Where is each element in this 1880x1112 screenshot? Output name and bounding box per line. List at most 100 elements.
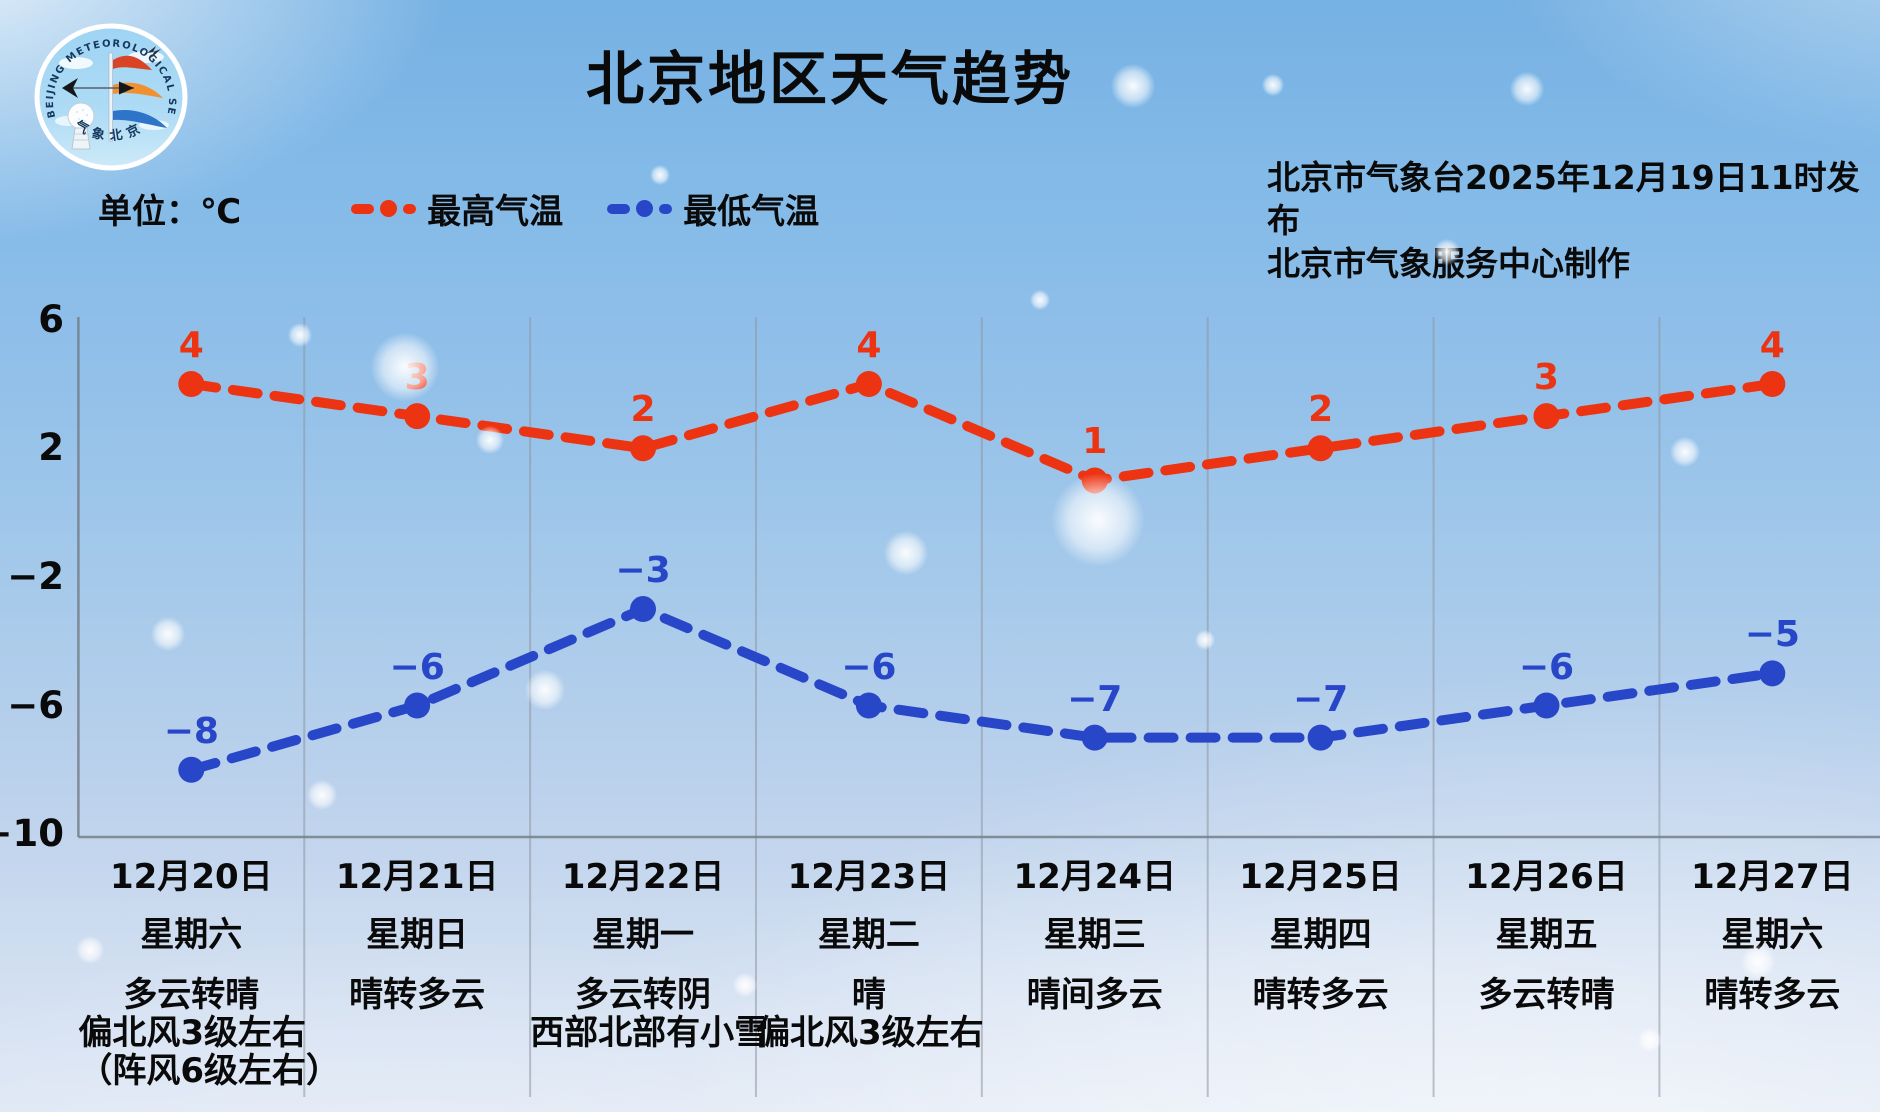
forecast-weather: 晴转多云 — [1659, 976, 1880, 1014]
forecast-date: 12月26日 — [1465, 857, 1628, 897]
point-value-label: 1 — [1082, 421, 1108, 463]
forecast-date: 12月23日 — [787, 857, 951, 897]
point-value-label: 4 — [856, 325, 882, 366]
y-axis-tick-label: −2 — [7, 554, 64, 598]
forecast-date: 12月25日 — [1239, 857, 1402, 897]
forecast-weather-line: 晴间多云 — [1026, 975, 1163, 1015]
beijing-meteorological-service-logo: BEIJING METEOROLOGICAL SERVICE 气象北京 — [34, 23, 188, 171]
min-temp-point — [1533, 692, 1560, 719]
forecast-date: 12月21日 — [335, 857, 499, 897]
forecast-weather-line: 偏北风3级左右 — [755, 1013, 984, 1053]
page-title: 北京地区天气趋势 — [585, 45, 1074, 113]
forecast-weather: 多云转晴 偏北风3级左右 （阵风6级左右） — [78, 975, 341, 1091]
flag-pole — [108, 52, 113, 142]
forecast-column: 12月27日 星期六晴转多云 — [1659, 0, 1880, 1112]
forecast-weather-line: （阵风6级左右） — [78, 1051, 341, 1091]
max-temp-point — [855, 371, 882, 397]
max-temp-line — [186, 379, 1778, 486]
point-value-label: −6 — [1518, 646, 1575, 688]
forecast-column: 12月22日 星期一多云转阴 西部北部有小雪 — [530, 0, 769, 1112]
forecast-weather: 多云转阴 西部北部有小雪 — [530, 975, 769, 1053]
point-value-label: 3 — [1533, 357, 1559, 399]
forecast-date: 12月27日 — [1691, 857, 1854, 897]
point-value-label: −3 — [615, 550, 671, 592]
legend: 单位：℃ 最高气温 最低气温 — [98, 184, 863, 233]
forecast-column: 12月24日 星期三晴间多云 — [982, 0, 1208, 1112]
issue-line: 北京市气象台2025年12月19日11时发布 — [1267, 158, 1860, 240]
point-value-label: 2 — [1308, 389, 1334, 431]
forecast-weather-line: 晴 — [851, 975, 886, 1015]
min-temp-line — [186, 604, 1778, 775]
y-axis-tick-label: −10 — [0, 812, 64, 856]
min-temp-point — [404, 692, 431, 719]
legend-item-max-temp: 最高气温 — [351, 184, 563, 233]
forecast-weekday: 星期四 — [1269, 915, 1372, 955]
max-temp-label: 最高气温 — [427, 192, 564, 232]
blue-ribbon — [113, 109, 167, 128]
y-axis-tick-label: 6 — [38, 297, 64, 341]
forecast-weekday: 星期日 — [366, 915, 469, 955]
point-value-label: −7 — [1067, 678, 1123, 720]
min-temp-point — [855, 692, 882, 719]
forecast-column: 12月26日 星期五多云转晴 — [1434, 0, 1660, 1112]
forecast-weather-line: 多云转阴 — [575, 975, 712, 1015]
forecast-date: 12月24日 — [1013, 857, 1177, 897]
forecast-column: 12月21日 星期日晴转多云 — [304, 0, 530, 1112]
forecast-column: 12月23日 星期二晴偏北风3级左右 — [755, 0, 984, 1112]
red-ribbon — [113, 55, 152, 70]
forecast-weekday: 星期三 — [1043, 915, 1146, 955]
point-value-label: −5 — [1744, 614, 1800, 656]
forecast-weather-line: 多云转晴 — [123, 975, 260, 1015]
forecast-column: 12月25日 星期四晴转多云 — [1208, 0, 1434, 1112]
lightning-icon — [147, 46, 161, 58]
y-axis-tick-label: −6 — [7, 683, 64, 727]
y-axis-tick-label: 2 — [38, 426, 64, 470]
max-temp-line-sample — [351, 200, 417, 217]
forecast-weather: 晴转多云 — [1208, 976, 1434, 1014]
max-temp-point — [404, 403, 431, 430]
forecast-weekday: 星期五 — [1495, 915, 1598, 955]
min-temp-point — [178, 756, 205, 783]
max-temp-point — [178, 371, 205, 397]
forecast-date: 12月20日 — [110, 857, 273, 897]
forecast-weather-line: 晴转多云 — [349, 975, 486, 1015]
point-value-label: −6 — [841, 646, 897, 688]
min-temp-point — [630, 596, 657, 623]
min-temp-label: 最低气温 — [683, 192, 820, 232]
forecast-date: 12月22日 — [561, 857, 725, 897]
forecast-weather: 多云转晴 — [1434, 976, 1660, 1014]
point-value-label: −6 — [389, 646, 445, 688]
forecast-weather-line: 西部北部有小雪 — [530, 1013, 769, 1053]
forecast-weekday: 星期六 — [140, 915, 243, 955]
max-temp-point — [1759, 371, 1786, 397]
min-temp-point — [1759, 660, 1786, 687]
forecast-weather-line: 晴转多云 — [1252, 975, 1389, 1015]
legend-item-min-temp: 最低气温 — [607, 184, 819, 233]
min-temp-point — [1307, 724, 1334, 751]
forecast-weather-line: 晴转多云 — [1704, 975, 1841, 1015]
point-value-label: 4 — [1759, 325, 1785, 366]
unit-label: 单位：℃ — [98, 192, 242, 232]
min-temp-line-sample — [607, 200, 673, 217]
point-value-label: 4 — [178, 325, 204, 366]
wind-vane-arrow — [119, 81, 134, 95]
max-temp-point — [1533, 403, 1560, 430]
forecast-weather-line: 多云转晴 — [1478, 975, 1615, 1015]
max-temp-point — [1307, 435, 1334, 462]
max-temp-point — [630, 435, 657, 462]
forecast-column: 12月20日 星期六多云转晴 偏北风3级左右 （阵风6级左右） — [78, 0, 341, 1112]
point-value-label: −7 — [1292, 678, 1349, 720]
forecast-weekday: 星期二 — [817, 915, 920, 955]
min-temp-point — [1081, 724, 1108, 751]
forecast-weather: 晴偏北风3级左右 — [755, 975, 984, 1053]
forecast-weekday: 星期六 — [1721, 915, 1824, 955]
forecast-weather-line: 偏北风3级左右 — [78, 1013, 307, 1053]
radar-tower — [71, 127, 91, 150]
point-value-label: 2 — [630, 389, 656, 431]
wind-vane-tail — [62, 78, 78, 98]
forecast-weather: 晴转多云 — [304, 976, 530, 1014]
point-value-label: −8 — [163, 710, 219, 752]
forecast-weekday: 星期一 — [592, 915, 695, 955]
forecast-weather: 晴间多云 — [982, 976, 1208, 1014]
